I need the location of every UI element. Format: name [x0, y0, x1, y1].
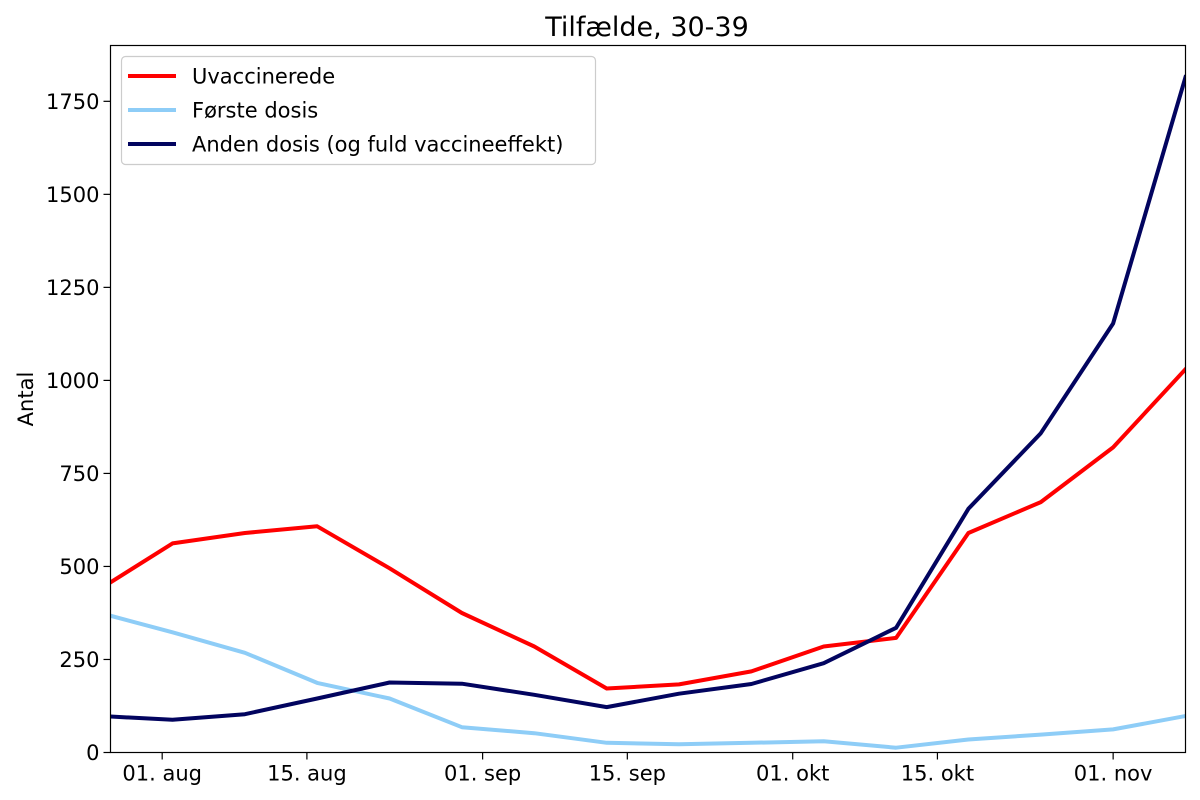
- x-tick-label: 01. sep: [444, 762, 521, 786]
- legend-label: Uvaccinerede: [192, 65, 335, 89]
- y-tick-label: 0: [86, 741, 99, 765]
- x-tick-label: 15. aug: [267, 762, 347, 786]
- x-tick-label: 01. nov: [1074, 762, 1153, 786]
- y-tick-label: 1750: [46, 90, 99, 114]
- y-tick-label: 1500: [46, 183, 99, 207]
- y-tick-label: 1250: [46, 276, 99, 300]
- series-line-3: [110, 74, 1186, 722]
- x-tick-label: 15. okt: [901, 762, 974, 786]
- x-tick-label: 01. okt: [756, 762, 829, 786]
- legend: Uvaccinerede Første dosis Anden dosis (og …: [120, 55, 597, 166]
- y-tick-label: 500: [59, 555, 99, 579]
- x-tick-label: 15. sep: [589, 762, 666, 786]
- legend-label: Første dosis: [192, 99, 318, 123]
- y-tick-label: 250: [59, 648, 99, 672]
- x-tick-label: 01. aug: [122, 762, 202, 786]
- y-tick-label: 750: [59, 462, 99, 486]
- y-axis-label: Antal: [14, 372, 38, 427]
- series-line-2: [110, 613, 1186, 750]
- y-tick-label: 1000: [46, 369, 99, 393]
- legend-label: Anden dosis (og fuld vaccineeffekt): [192, 133, 563, 157]
- series-line-1: [110, 366, 1186, 691]
- series-lines: [110, 74, 1186, 750]
- legend-box: [120, 55, 597, 166]
- chart-title: Tilfælde, 30-39: [544, 12, 749, 43]
- plot-frame: [109, 44, 1187, 754]
- plot-area: 0 250 500 750 1000 1250 1500 1750 01. aug 15. aug…: [46, 74, 1186, 786]
